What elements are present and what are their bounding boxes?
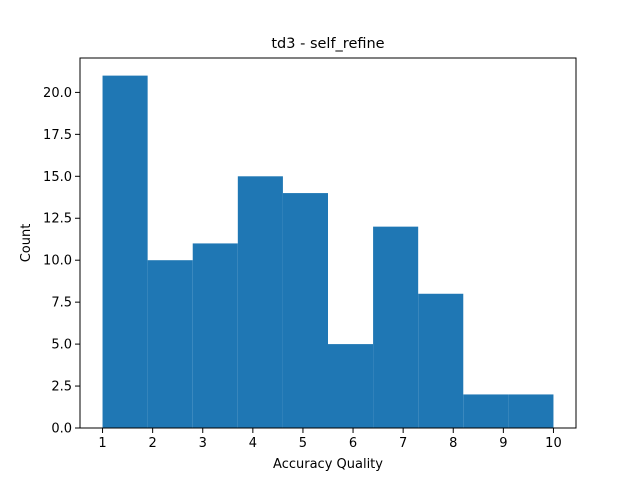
- y-tick-label: 10.0: [43, 254, 72, 269]
- histogram-bar-7: [373, 226, 419, 428]
- y-tick-label: 0.0: [51, 422, 72, 437]
- histogram-bar-4: [237, 176, 283, 428]
- histogram-bar-10: [508, 394, 554, 428]
- histogram-bar-5: [282, 193, 328, 428]
- x-tick-label: 1: [98, 436, 106, 451]
- x-tick-label: 7: [399, 436, 407, 451]
- x-tick-label: 3: [199, 436, 207, 451]
- chart-title: td3 - self_refine: [271, 36, 384, 52]
- histogram-bar-3: [192, 243, 238, 428]
- y-tick-label: 2.5: [51, 380, 72, 395]
- y-tick-label: 5.0: [51, 338, 72, 353]
- y-ticks: 0.0 2.5 5.0 7.5 10.0 12.5 15.0 17.5 20.0: [43, 86, 80, 437]
- y-axis-label: Count: [19, 224, 34, 263]
- y-tick-label: 17.5: [43, 128, 72, 143]
- y-tick-label: 12.5: [43, 212, 72, 227]
- y-tick-label: 7.5: [51, 296, 72, 311]
- histogram-bar-8: [418, 293, 464, 428]
- x-tick-label: 4: [249, 436, 257, 451]
- y-tick-label: 15.0: [43, 170, 72, 185]
- plot-frame: [79, 57, 577, 429]
- x-ticks: 1 2 3 4 5 6 7 8 9 10: [98, 428, 562, 451]
- histogram-bar-1: [102, 75, 148, 428]
- y-tick-label: 20.0: [43, 86, 72, 101]
- x-tick-label: 5: [299, 436, 307, 451]
- histogram-bar-2: [147, 260, 193, 428]
- x-tick-label: 6: [349, 436, 357, 451]
- histogram-bar-9: [463, 394, 509, 428]
- bars-group: [102, 75, 554, 428]
- x-tick-label: 8: [449, 436, 457, 451]
- x-tick-label: 10: [545, 436, 562, 451]
- x-tick-label: 9: [499, 436, 507, 451]
- x-tick-label: 2: [149, 436, 157, 451]
- x-axis-label: Accuracy Quality: [273, 457, 383, 472]
- histogram-bar-6: [328, 344, 374, 428]
